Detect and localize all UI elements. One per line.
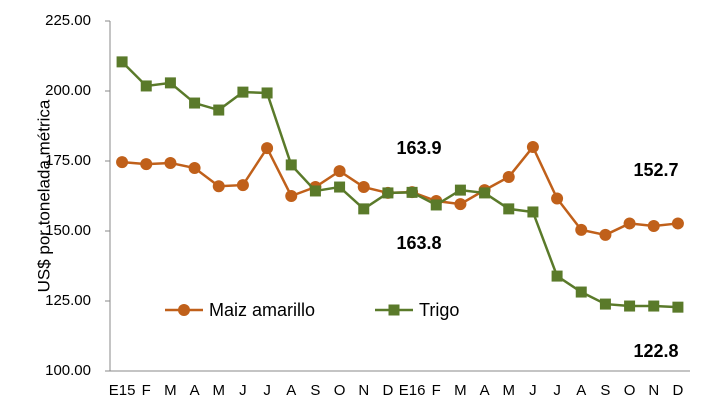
x-tick-label: E16: [399, 382, 426, 399]
point: [358, 203, 370, 215]
point: [575, 286, 587, 298]
x-tick-label: M: [213, 382, 226, 399]
legend-marker: [388, 304, 400, 316]
legend-label: Maiz amarillo: [209, 300, 315, 320]
point: [671, 217, 684, 230]
point: [140, 158, 153, 171]
x-tick-label: N: [358, 382, 369, 399]
point: [672, 301, 684, 313]
point: [116, 156, 129, 169]
point: [575, 223, 588, 236]
line: [121, 144, 679, 237]
x-tick-label: M: [454, 382, 467, 399]
y-tick-label: 175.00: [45, 152, 91, 169]
x-tick-label: J: [553, 382, 561, 399]
point: [624, 300, 636, 312]
point: [623, 217, 636, 230]
point: [213, 104, 225, 116]
x-tick-label: J: [239, 382, 247, 399]
point: [164, 77, 176, 89]
point: [309, 185, 321, 197]
point: [285, 190, 298, 202]
x-tick-label: A: [286, 382, 296, 399]
x-tick-label: O: [334, 382, 346, 399]
x-tick-label: S: [310, 382, 320, 399]
point: [189, 97, 201, 109]
x-tick-label: O: [624, 382, 636, 399]
x-tick-label: N: [648, 382, 659, 399]
point: [188, 162, 201, 174]
x-tick-label: D: [382, 382, 393, 399]
x-tick-label: E15: [109, 382, 136, 399]
x-tick-label: F: [432, 382, 441, 399]
x-tick-label: S: [600, 382, 610, 399]
point: [454, 198, 467, 211]
point: [237, 86, 249, 98]
point: [334, 181, 346, 193]
point: [527, 206, 539, 218]
line: [121, 60, 678, 309]
point: [551, 270, 563, 282]
point: [236, 179, 249, 192]
x-tick-label: A: [576, 382, 586, 399]
point: [430, 199, 442, 211]
point: [526, 141, 539, 153]
x-tick-label: A: [480, 382, 490, 399]
point: [454, 184, 466, 196]
y-tick-label: 200.00: [45, 82, 91, 99]
point: [599, 228, 612, 241]
point: [599, 298, 611, 310]
point: [357, 181, 370, 194]
legend-label: Trigo: [419, 300, 459, 320]
point: [164, 156, 177, 169]
x-tick-label: D: [672, 382, 683, 399]
point: [140, 80, 152, 92]
point: [116, 56, 128, 68]
x-tick-label: M: [164, 382, 177, 399]
point: [551, 192, 564, 205]
x-tick-label: J: [263, 382, 271, 399]
point: [333, 165, 346, 178]
point: [479, 187, 491, 199]
y-tick-label: 100.00: [45, 362, 91, 379]
x-tick-label: J: [529, 382, 537, 399]
y-axis-label: US$ por tonelada métrica: [34, 99, 53, 292]
point: [382, 187, 394, 199]
y-tick-label: 150.00: [45, 222, 91, 239]
annotation: 122.8: [633, 341, 678, 361]
x-tick-label: M: [503, 382, 516, 399]
point: [406, 186, 418, 198]
point: [212, 180, 225, 193]
point: [285, 159, 297, 171]
point: [503, 203, 515, 215]
annotation: 163.9: [396, 138, 441, 158]
annotation: 163.8: [396, 233, 441, 253]
y-tick-label: 225.00: [45, 12, 91, 29]
point: [261, 142, 274, 155]
point: [648, 300, 660, 312]
annotation: 152.7: [633, 160, 678, 180]
point: [502, 170, 515, 183]
x-tick-label: F: [142, 382, 151, 399]
legend-marker: [178, 304, 190, 316]
point: [647, 219, 660, 232]
x-tick-label: A: [190, 382, 200, 399]
y-tick-label: 125.00: [45, 292, 91, 309]
point: [261, 87, 273, 99]
